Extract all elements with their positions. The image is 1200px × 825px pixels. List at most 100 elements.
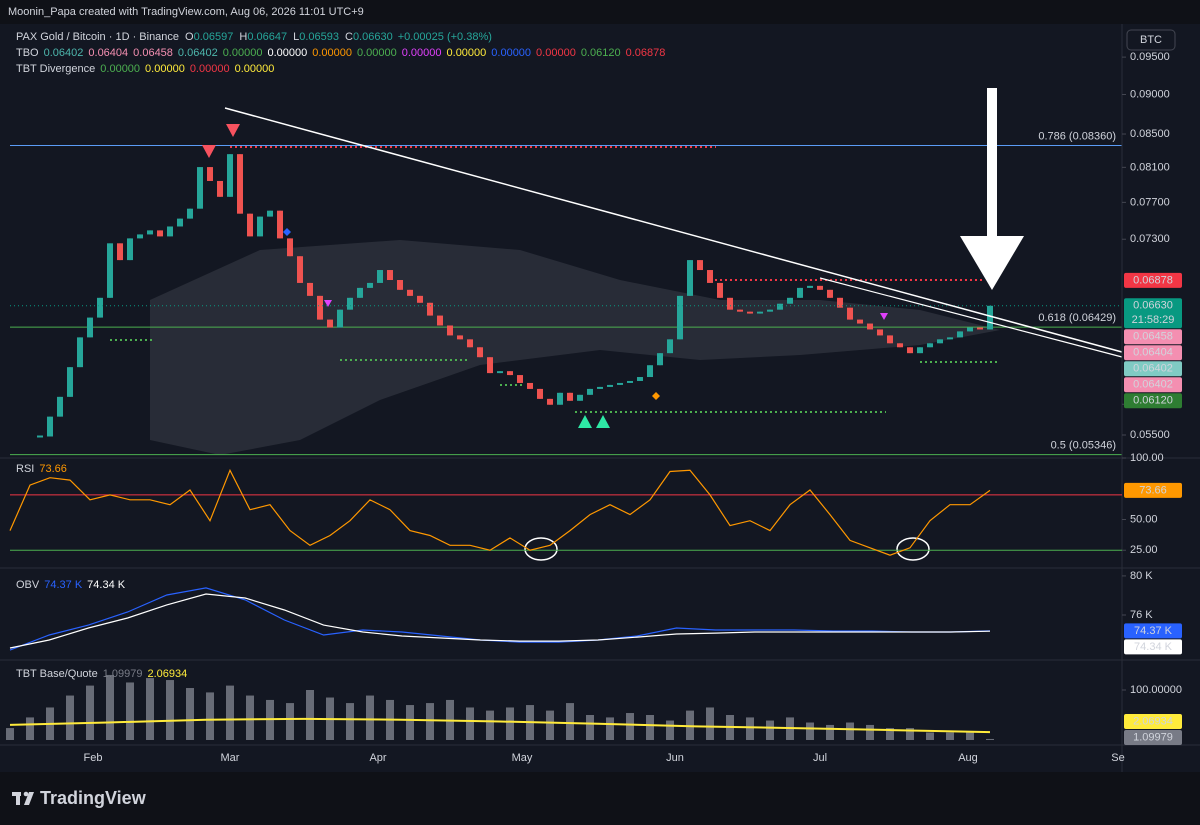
rsi-highlight: [896, 537, 930, 561]
price-label-box: [1124, 361, 1182, 377]
indicator-value: 0.06458: [133, 47, 173, 59]
rsi-highlight: [524, 537, 558, 561]
indicator-value: 0.00000: [447, 47, 487, 59]
candle: [667, 339, 673, 354]
candle: [797, 287, 803, 298]
candle: [647, 365, 653, 378]
y-tick-label: 100.00: [1130, 452, 1164, 464]
candle: [187, 208, 193, 219]
volume-bar: [766, 720, 774, 740]
obv-label-box: [1124, 623, 1182, 639]
y-tick-label: 0.08100: [1130, 161, 1170, 173]
marker: [880, 313, 888, 320]
candle: [377, 270, 383, 283]
candle: [957, 331, 963, 338]
marker: [652, 392, 660, 400]
price-label: 0.06458: [1133, 331, 1173, 343]
volume-bar: [886, 728, 894, 740]
arrow-shaft: [987, 88, 997, 238]
candle: [367, 282, 373, 288]
volume-bar: [226, 685, 234, 740]
candle: [337, 309, 343, 328]
marker: [324, 300, 332, 307]
volume-bar: [846, 722, 854, 740]
fib-label: 0.5 (0.05346): [1051, 440, 1116, 452]
indicator-legend: TBO 0.06402 0.06404 0.06458 0.06402 0.00000 0.…: [16, 47, 665, 59]
candle: [497, 371, 503, 374]
price-label-box: [1124, 377, 1182, 393]
candle: [747, 311, 753, 314]
volume-bar: [586, 715, 594, 740]
candle: [407, 289, 413, 296]
ohlc-value: 0.06593: [299, 31, 339, 43]
candle: [937, 339, 943, 344]
y-tick-label: 0.07300: [1130, 233, 1170, 245]
indicator-value: 0.00000: [267, 47, 307, 59]
candle: [327, 319, 333, 328]
price-label: 0.06402: [1133, 379, 1173, 391]
volume-bar: [466, 707, 474, 740]
volume-bar: [86, 685, 94, 740]
rsi-line: [9, 468, 991, 556]
volume-bar: [246, 695, 254, 740]
candle: [707, 270, 713, 283]
volume-bar: [806, 722, 814, 740]
y-tick-label: 80 K: [1130, 570, 1153, 582]
volume-bar: [826, 724, 834, 740]
sell-signal: [202, 145, 216, 158]
volume-bar: [486, 710, 494, 740]
indicator-value: 0.00000: [402, 47, 442, 59]
currency-button-label[interactable]: BTC: [1140, 34, 1162, 46]
ohlc-key: C: [345, 31, 353, 43]
volume-bar: [746, 717, 754, 740]
candle: [167, 226, 173, 237]
candle: [727, 297, 733, 310]
candle: [347, 297, 353, 310]
buy-signal: [578, 415, 592, 428]
obv-line: [9, 593, 991, 649]
candle: [297, 256, 303, 283]
candle: [307, 282, 313, 296]
price-label: 0.06630: [1133, 300, 1173, 312]
volume-bar: [106, 674, 114, 740]
candle: [537, 388, 543, 399]
rsi-label-box: [1124, 482, 1182, 498]
candle: [77, 337, 83, 368]
volume-bar: [646, 715, 654, 740]
obv-label: 74.34 K: [1134, 641, 1173, 653]
candle: [257, 216, 263, 237]
indicator-value: 0.00000: [223, 47, 263, 59]
fib-label: 0.618 (0.06429): [1038, 312, 1116, 324]
candle: [857, 319, 863, 324]
candle: [527, 382, 533, 389]
indicator-value: 0.00000: [536, 47, 576, 59]
candle: [817, 285, 823, 290]
x-tick-label: Aug: [958, 752, 978, 764]
ohlc-key: L: [293, 31, 299, 43]
y-tick-label: 50.00: [1130, 513, 1158, 525]
currency-button[interactable]: [1126, 29, 1176, 51]
y-tick-label: 25.00: [1130, 544, 1158, 556]
indicator-value: 0.00000: [235, 63, 275, 75]
indicator-name: TBO: [16, 47, 39, 59]
candle: [57, 396, 63, 417]
legend-main: PAX Gold / Bitcoin · 1D · Binance O0.0659…: [16, 31, 492, 43]
candle: [547, 398, 553, 405]
candle: [887, 335, 893, 344]
volume-bar: [206, 692, 214, 740]
volume-bar: [286, 703, 294, 740]
y-tick-label: 0.08500: [1130, 128, 1170, 140]
price-label: 0.06404: [1133, 347, 1173, 359]
average-label: 2.06934: [1133, 715, 1173, 727]
volume-bar: [926, 732, 934, 740]
volume-bar: [146, 678, 154, 740]
indicator-value: 0.00000: [491, 47, 531, 59]
indicator-legend: TBT Divergence 0.00000 0.00000 0.00000 0.000…: [16, 63, 274, 75]
candle: [137, 234, 143, 239]
chart-area: [0, 24, 1200, 772]
price-label-box: [1124, 345, 1182, 361]
volume-bar: [406, 705, 414, 740]
candle: [507, 371, 513, 376]
candle: [427, 302, 433, 316]
dotted-levels: [110, 146, 998, 413]
